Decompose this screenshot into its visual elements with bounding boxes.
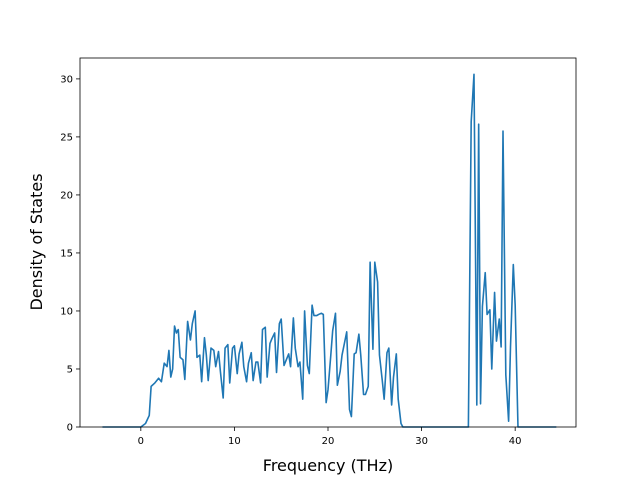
y-tick-label: 15 bbox=[60, 248, 73, 259]
x-tick-label: 40 bbox=[509, 436, 522, 447]
x-axis-ticks: 0 10 20 30 40 bbox=[138, 427, 522, 447]
x-tick-label: 10 bbox=[228, 436, 241, 447]
x-tick-label: 30 bbox=[415, 436, 428, 447]
y-tick-label: 30 bbox=[60, 74, 73, 85]
x-tick-label: 20 bbox=[322, 436, 335, 447]
x-tick-label: 0 bbox=[138, 436, 144, 447]
y-tick-label: 10 bbox=[60, 306, 73, 317]
y-axis-ticks: 0 5 10 15 20 25 30 bbox=[60, 74, 80, 434]
y-tick-label: 5 bbox=[67, 364, 73, 375]
y-tick-label: 20 bbox=[60, 190, 73, 201]
x-axis-label: Frequency (THz) bbox=[263, 456, 393, 475]
y-tick-label: 25 bbox=[60, 132, 73, 143]
y-tick-label: 0 bbox=[67, 423, 73, 434]
y-axis-label: Density of States bbox=[27, 173, 46, 310]
